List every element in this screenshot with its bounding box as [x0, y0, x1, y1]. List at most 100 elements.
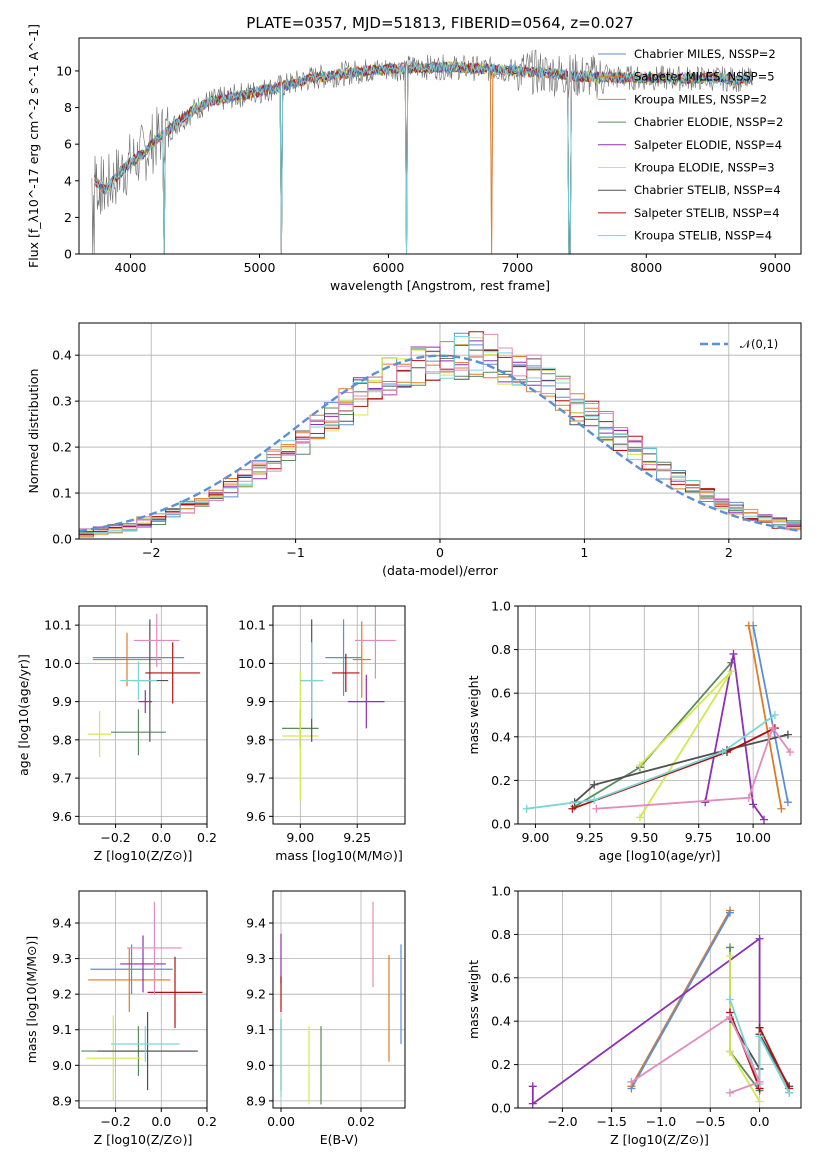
y-tick-label: 9.1 [246, 1022, 266, 1037]
x-tick-label: 8000 [630, 260, 662, 275]
y-tick-label: 9.2 [246, 987, 266, 1002]
y-tick-label: 8 [64, 100, 72, 115]
x-tick-label: −1 [286, 545, 304, 560]
y-tick-label: 0.3 [52, 394, 72, 409]
y-tick-label: 0.6 [491, 686, 511, 701]
weight-point [635, 761, 644, 770]
weight-point [727, 667, 736, 676]
plot-frame [517, 890, 802, 1109]
x-axis-label: (data-model)/error [382, 563, 499, 578]
weight-point [786, 748, 795, 757]
weight-point [590, 780, 599, 789]
histogram-series [79, 331, 801, 535]
x-axis-label: mass [log10(M/M⊙)] [275, 848, 403, 863]
x-tick-label: 0.00 [267, 1114, 295, 1129]
y-tick-label: 9.6 [246, 809, 266, 824]
y-axis-label: mass weight [466, 960, 481, 1039]
y-tick-label: 9.3 [246, 951, 266, 966]
y-tick-label: 9.9 [246, 694, 266, 709]
x-tick-label: 0.2 [197, 1114, 217, 1129]
y-tick-label: 9.4 [52, 916, 72, 931]
x-tick-label: 0.2 [197, 830, 217, 845]
legend-label: Chabrier STELIB, NSSP=4 [634, 183, 781, 197]
x-axis-label: Z [log10(Z/Z⊙)] [94, 1132, 193, 1147]
weight-point [768, 724, 777, 733]
x-tick-label: −0.2 [100, 1114, 130, 1129]
spectrum-model-line [94, 61, 753, 254]
x-tick-label: 1 [580, 545, 588, 560]
legend-label: Salpeter ELODIE, NSSP=4 [634, 138, 782, 152]
y-tick-label: 0.4 [491, 729, 511, 744]
y-tick-label: 9.7 [246, 771, 266, 786]
y-tick-label: 9.8 [246, 732, 266, 747]
x-tick-label: 9.00 [286, 830, 314, 845]
y-axis-label: Flux [f_λ10^-17 erg cm^-2 s^-1 A^-1] [26, 24, 41, 268]
y-tick-label: 10 [56, 63, 72, 78]
x-tick-label: 9.25 [576, 830, 604, 845]
weight-series-line [630, 912, 731, 1089]
y-tick-label: 0.2 [52, 440, 72, 455]
weight-series-line [704, 653, 765, 821]
weight-point [749, 800, 758, 809]
y-tick-label: 0.4 [491, 1014, 511, 1029]
normal-curve [79, 354, 801, 533]
y-tick-label: 0.2 [491, 773, 511, 788]
y-tick-label: 0.2 [491, 1057, 511, 1072]
errorbars [282, 606, 396, 802]
weight-point [744, 621, 753, 630]
weight-point [755, 1023, 764, 1032]
x-tick-label: 9000 [759, 260, 791, 275]
legend-label: Kroupa STELIB, NSSP=4 [634, 229, 772, 243]
x-tick-label: −0.2 [100, 830, 130, 845]
x-tick-label: −0.5 [695, 1114, 725, 1129]
weight-point [726, 943, 735, 952]
y-tick-label: 0.8 [491, 927, 511, 942]
y-tick-label: 8.9 [52, 1093, 72, 1108]
plot-frame [272, 890, 406, 1109]
weight-point [785, 1088, 794, 1097]
y-tick-label: 10.0 [238, 656, 266, 671]
plot-frame [78, 322, 802, 540]
weight-series-line [526, 714, 776, 810]
weight-point [759, 815, 768, 824]
x-tick-label: 0.0 [151, 830, 171, 845]
weight-point [701, 798, 710, 807]
weight-point [729, 649, 738, 658]
x-axis-label: E(B-V) [320, 1132, 359, 1147]
weight-point [635, 813, 644, 822]
y-axis-label: Normed distribution [26, 369, 41, 494]
y-tick-label: 0 [64, 247, 72, 262]
legend-label: Chabrier MILES, NSSP=2 [634, 47, 776, 61]
legend-label: 𝒩(0,1) [740, 337, 778, 351]
legend-label: Salpeter STELIB, NSSP=4 [634, 206, 780, 220]
weight-point [726, 1012, 735, 1021]
spectrum-model-line [94, 61, 753, 254]
weight-series-line [729, 999, 790, 1094]
weight-series-line [752, 625, 789, 803]
spectrum-model-line [94, 61, 753, 254]
weight-point [726, 1088, 735, 1097]
y-tick-label: 9.1 [52, 1022, 72, 1037]
y-tick-label: 10.0 [44, 656, 72, 671]
weight-point [783, 730, 792, 739]
spectrum-model-line [94, 60, 753, 254]
y-tick-label: 0.0 [52, 532, 72, 547]
y-tick-label: 1.0 [491, 884, 511, 899]
y-tick-label: 10.1 [238, 618, 266, 633]
y-axis-label: mass [log10(M/M⊙)] [24, 936, 39, 1064]
spectrum-model-line [94, 61, 753, 254]
errorbars [280, 901, 402, 1105]
weight-point [755, 1032, 764, 1041]
spectrum-model-line [94, 60, 753, 254]
x-tick-label: 10.00 [735, 830, 771, 845]
legend-label: Kroupa ELODIE, NSSP=3 [634, 161, 775, 175]
weight-point [718, 748, 727, 757]
legend-label: Chabrier ELODIE, NSSP=2 [634, 115, 783, 129]
weight-point [522, 804, 531, 813]
x-tick-label: 0.02 [347, 1114, 375, 1129]
weight-point [755, 934, 764, 943]
x-tick-label: 5000 [244, 260, 276, 275]
weight-series-line [574, 733, 789, 803]
x-tick-label: −1.5 [596, 1114, 626, 1129]
x-axis-label: Z [log10(Z/Z⊙)] [94, 848, 193, 863]
